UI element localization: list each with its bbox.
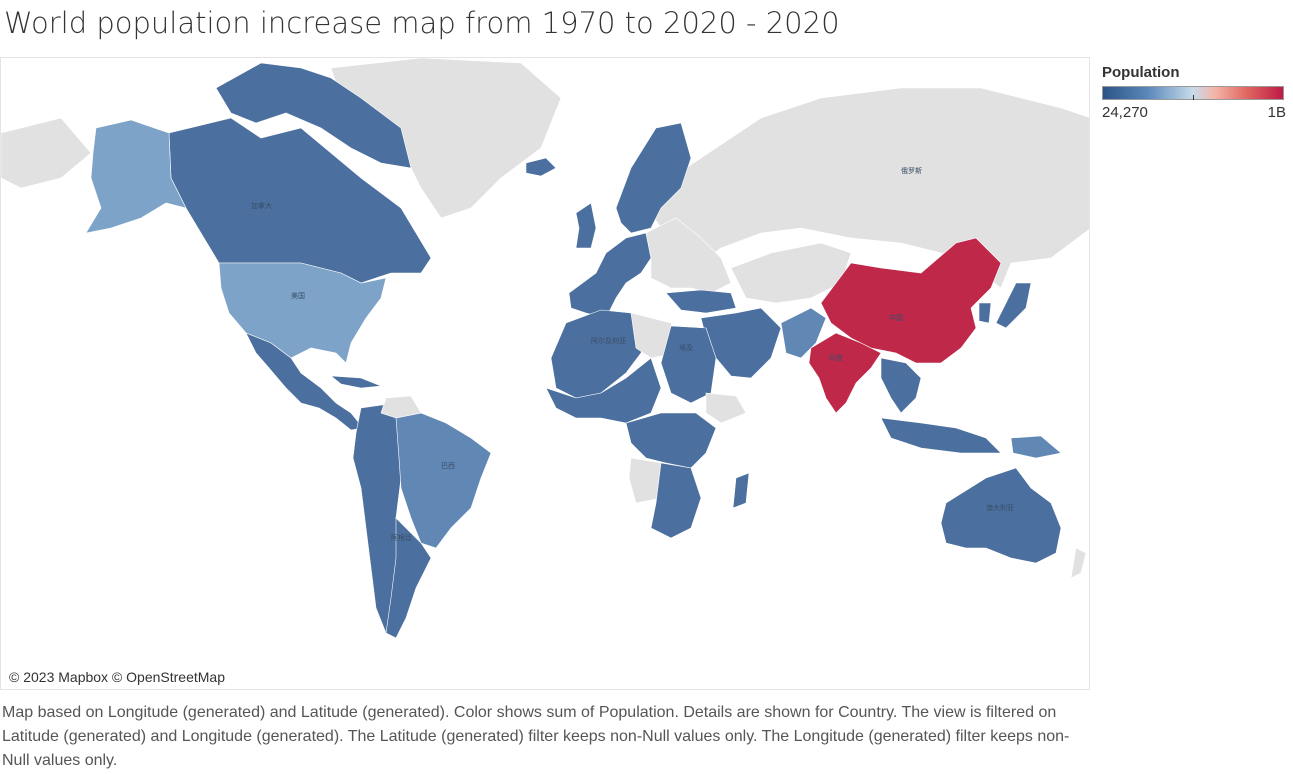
label-russia: 俄罗斯 bbox=[901, 166, 922, 175]
label-argentina: 阿根廷 bbox=[391, 533, 412, 542]
horn-of-africa[interactable] bbox=[705, 392, 747, 424]
label-india: 印度 bbox=[829, 353, 843, 362]
australia[interactable] bbox=[940, 467, 1062, 564]
papua[interactable] bbox=[1010, 435, 1062, 459]
cuba[interactable] bbox=[330, 375, 382, 389]
label-usa: 美国 bbox=[291, 291, 305, 300]
color-legend: Population 24,270 1B bbox=[1102, 64, 1290, 121]
western-europe[interactable] bbox=[568, 232, 652, 319]
canada-islands[interactable] bbox=[215, 62, 412, 169]
map-caption: Map based on Longitude (generated) and L… bbox=[2, 704, 1070, 769]
southeast-asia[interactable] bbox=[880, 357, 922, 414]
venezuela[interactable] bbox=[380, 395, 422, 419]
new-zealand[interactable] bbox=[1070, 547, 1087, 579]
iceland[interactable] bbox=[525, 157, 557, 177]
uk[interactable] bbox=[575, 202, 597, 249]
india[interactable] bbox=[808, 332, 882, 414]
legend-color-ramp bbox=[1102, 86, 1284, 100]
japan[interactable] bbox=[995, 282, 1032, 329]
arctic-islands[interactable] bbox=[1, 117, 92, 189]
world-map[interactable]: 俄罗斯 加拿大 美国 巴西 中国 印度 澳大利亚 阿尔及利亚 阿根廷 埃及 © … bbox=[0, 57, 1090, 690]
central-africa[interactable] bbox=[625, 412, 717, 469]
legend-max-label: 1B bbox=[1267, 104, 1286, 121]
label-australia: 澳大利亚 bbox=[986, 503, 1014, 512]
legend-min-label: 24,270 bbox=[1102, 104, 1148, 121]
madagascar[interactable] bbox=[732, 472, 750, 509]
legend-center-tick bbox=[1193, 95, 1194, 100]
label-algeria: 阿尔及利亚 bbox=[591, 336, 626, 345]
label-china: 中国 bbox=[889, 313, 903, 322]
north-africa[interactable] bbox=[550, 309, 652, 399]
label-brazil: 巴西 bbox=[441, 462, 455, 470]
map-canvas[interactable]: 俄罗斯 加拿大 美国 巴西 中国 印度 澳大利亚 阿尔及利亚 阿根廷 埃及 bbox=[1, 58, 1090, 690]
canada[interactable] bbox=[168, 117, 432, 284]
angola[interactable] bbox=[628, 457, 662, 504]
southern-africa[interactable] bbox=[650, 462, 702, 539]
turkey[interactable] bbox=[665, 289, 737, 314]
page-title: World population increase map from 1970 … bbox=[4, 6, 840, 40]
brazil[interactable] bbox=[395, 412, 492, 549]
usa[interactable] bbox=[218, 262, 387, 364]
pakistan[interactable] bbox=[780, 307, 827, 359]
label-canada: 加拿大 bbox=[251, 201, 272, 210]
alaska[interactable] bbox=[85, 119, 187, 234]
map-attribution[interactable]: © 2023 Mapbox © OpenStreetMap bbox=[5, 668, 229, 686]
egypt-sudan[interactable] bbox=[660, 325, 717, 404]
label-egypt: 埃及 bbox=[679, 343, 693, 352]
korea[interactable] bbox=[978, 302, 992, 324]
legend-title: Population bbox=[1102, 64, 1180, 81]
argentina[interactable] bbox=[385, 517, 432, 639]
scandinavia[interactable] bbox=[615, 122, 692, 234]
west-africa[interactable] bbox=[545, 357, 662, 424]
indonesia[interactable] bbox=[880, 417, 1002, 454]
